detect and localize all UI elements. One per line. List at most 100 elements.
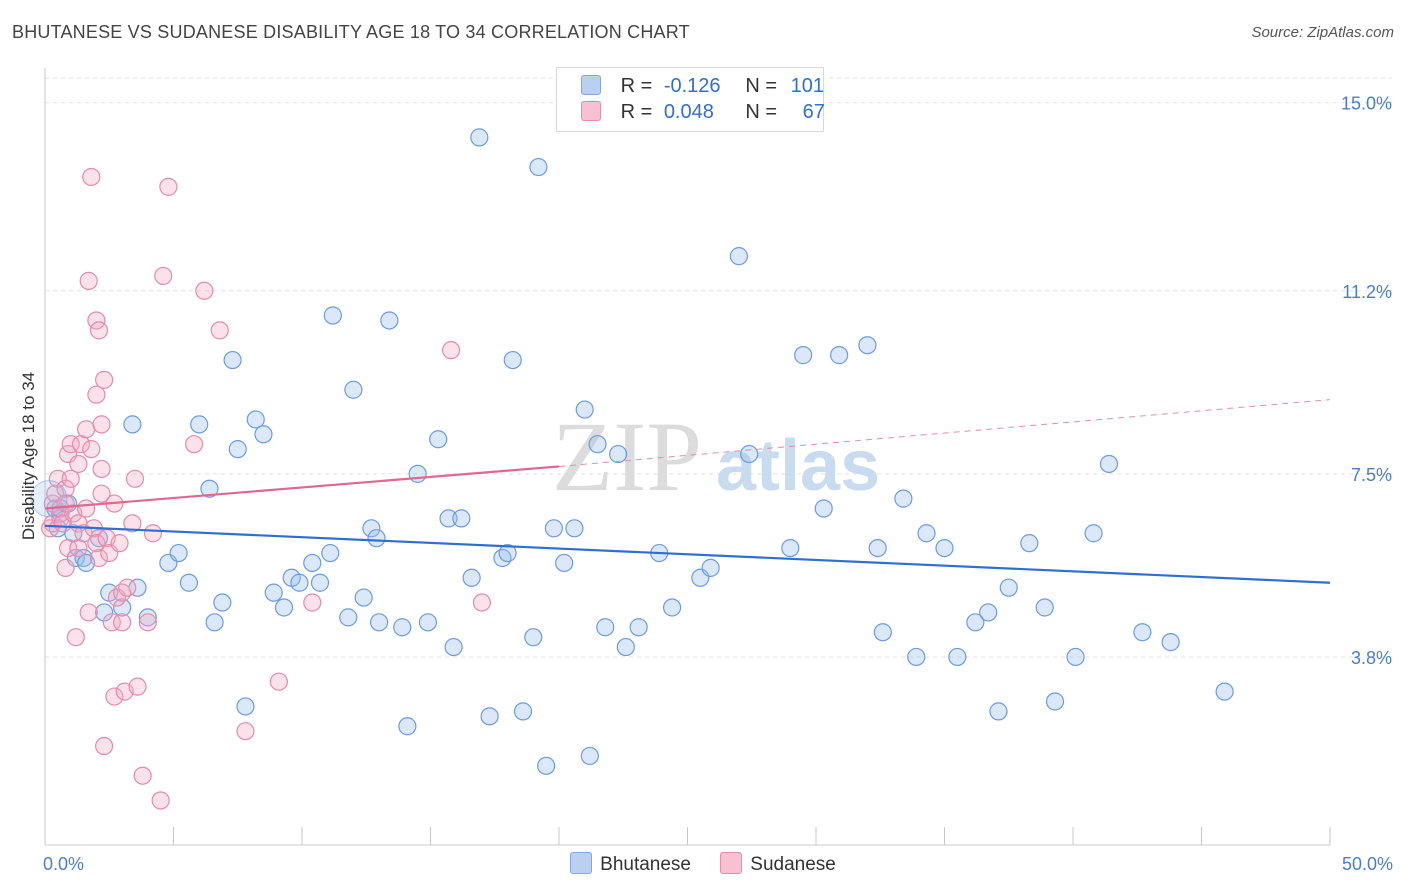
- bhutanese-point: [907, 647, 926, 667]
- bhutanese-point: [935, 538, 954, 558]
- sudanese-point: [87, 385, 106, 404]
- bhutanese-point: [830, 346, 849, 365]
- sudanese-point: [102, 613, 121, 632]
- bhutanese-point: [1035, 598, 1054, 617]
- bhutanese-point: [1045, 692, 1065, 711]
- bhutanese-point: [236, 697, 255, 716]
- y-axis-label: Disability Age 18 to 34: [19, 372, 38, 540]
- bhutanese-point: [462, 568, 481, 587]
- bhutanese-point: [948, 647, 967, 667]
- bhutanese-point: [498, 543, 517, 563]
- bhutanese-point: [894, 489, 913, 508]
- bhutanese-point: [1020, 534, 1039, 553]
- bhutanese-point: [370, 613, 389, 632]
- bhutanese-point: [565, 519, 584, 538]
- legend-n-value: 101: [790, 75, 824, 97]
- bhutanese-point: [321, 543, 340, 563]
- legend-r-value: 0.048: [663, 101, 714, 123]
- bhutanese-point: [555, 553, 574, 573]
- bhutanese-point: [1215, 682, 1234, 701]
- series-legend: Bhutanese Sudanese: [0, 852, 1406, 876]
- bhutanese-point: [310, 573, 330, 592]
- legend-r-label: R =: [620, 101, 653, 123]
- sudanese-point: [441, 341, 461, 360]
- sudanese-point: [89, 321, 109, 340]
- bhutanese-point: [213, 593, 232, 612]
- sudanese-point: [48, 469, 67, 488]
- bhutanese-point: [367, 529, 386, 548]
- bhutanese-point: [323, 306, 342, 325]
- sudanese-point: [105, 687, 124, 706]
- bhutanese-point: [264, 583, 283, 602]
- bhutanese-point: [274, 598, 294, 617]
- x-tick-label: 50.0%: [1342, 854, 1393, 874]
- bhutanese-point: [794, 346, 813, 365]
- bhutanese-point: [629, 618, 648, 637]
- sudanese-swatch-icon: [581, 101, 601, 121]
- sudanese-point: [82, 440, 101, 459]
- sudanese-point: [61, 435, 80, 454]
- bhutanese-point: [254, 425, 273, 444]
- bhutanese-trend-line: [44, 524, 1331, 584]
- bhutanese-point: [200, 479, 219, 498]
- sudanese-point: [154, 266, 173, 286]
- bhutanese-point: [999, 578, 1018, 597]
- bhutanese-point: [966, 613, 985, 632]
- sudanese-point: [151, 791, 170, 810]
- sudanese-point: [128, 677, 147, 696]
- y-tick-label: 7.5%: [1351, 465, 1392, 485]
- bhutanese-point: [393, 618, 412, 637]
- sudanese-point: [269, 672, 288, 691]
- bhutanese-legend-icon: [570, 852, 593, 874]
- bhutanese-point: [544, 519, 563, 538]
- legend-r-label: R =: [620, 75, 653, 97]
- bhutanese-point: [470, 128, 489, 147]
- bhutanese-point: [858, 336, 877, 355]
- y-tick-label: 15.0%: [1341, 94, 1392, 114]
- sudanese-point: [159, 177, 178, 196]
- sudanese-point: [236, 722, 255, 741]
- sudanese-point: [125, 469, 145, 488]
- sudanese-point: [92, 484, 111, 503]
- bhutanese-point: [781, 538, 800, 558]
- bhutanese-point: [493, 548, 512, 568]
- sudanese-point: [118, 578, 137, 597]
- bhutanese-point: [344, 380, 363, 399]
- trend-lines: [44, 399, 1331, 584]
- sudanese-point: [138, 613, 157, 632]
- bhutanese-point: [917, 524, 936, 543]
- bhutanese-point: [979, 603, 998, 622]
- bhutanese-point: [123, 415, 142, 434]
- bhutanese-point: [74, 548, 93, 568]
- watermark-atlas: atlas: [716, 426, 880, 506]
- sudanese-point: [56, 479, 75, 498]
- sudanese-point: [61, 469, 80, 488]
- sudanese-point: [472, 593, 491, 612]
- bhutanese-point: [179, 573, 199, 592]
- sudanese-point: [66, 628, 85, 647]
- sudanese-point: [59, 538, 78, 558]
- sudanese-point: [112, 613, 132, 632]
- sudanese-point: [123, 514, 142, 533]
- bhutanese-point: [418, 613, 438, 632]
- x-tick-label: 0.0%: [43, 854, 84, 874]
- correlation-legend: R = -0.126 N = 101 R = 0.048 N = 67: [556, 67, 825, 132]
- bhutanese-point: [1133, 623, 1152, 642]
- legend-label-bhutanese: Bhutanese: [600, 854, 691, 875]
- sudanese-point: [303, 593, 322, 612]
- sudanese-point: [89, 548, 109, 568]
- sudanese-point: [79, 271, 98, 290]
- bhutanese-point: [112, 598, 132, 617]
- source-label: Source: ZipAtlas.com: [1251, 24, 1394, 41]
- sudanese-point: [69, 454, 88, 474]
- bhutanese-point: [740, 444, 759, 464]
- sudanese-point: [77, 499, 96, 518]
- legend-r-value: -0.126: [663, 75, 721, 97]
- sudanese-point: [195, 281, 214, 300]
- bhutanese-point: [580, 746, 599, 766]
- chart-title: BHUTANESE VS SUDANESE DISABILITY AGE 18 …: [12, 22, 690, 42]
- sudanese-point: [133, 766, 152, 785]
- sudanese-point: [56, 558, 75, 577]
- sudanese-point: [112, 583, 132, 602]
